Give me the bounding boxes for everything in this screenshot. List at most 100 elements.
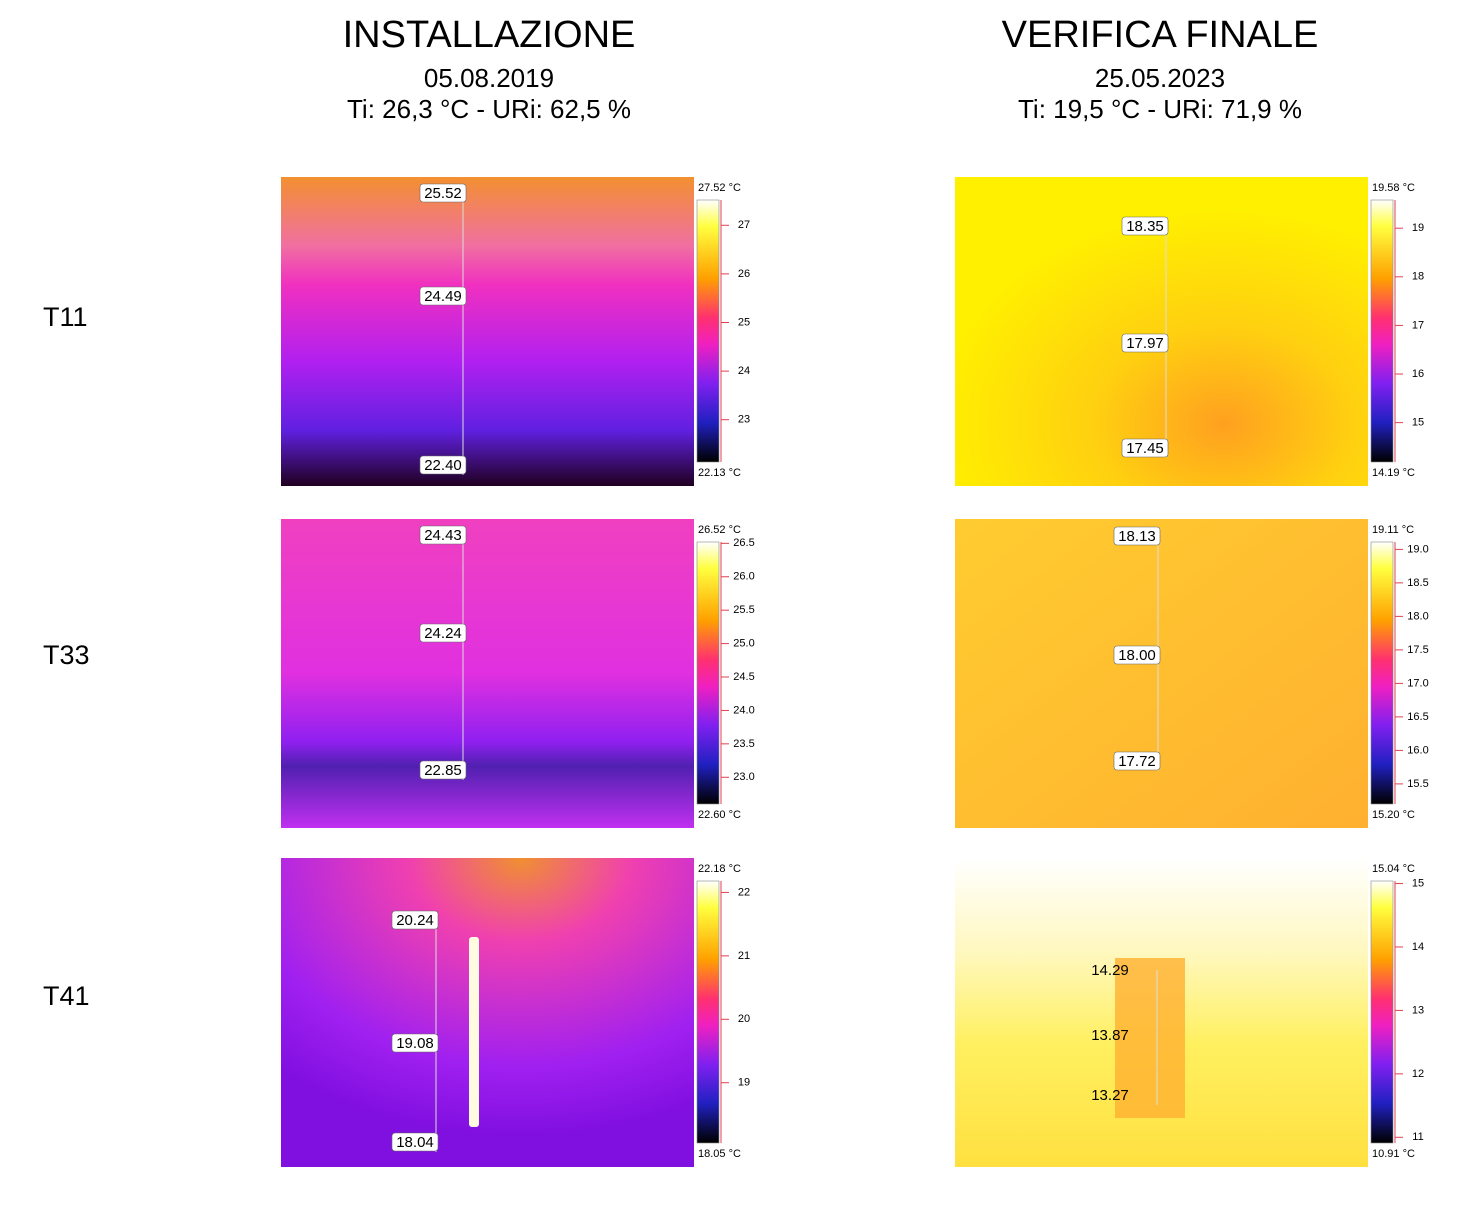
point-label-box <box>1121 333 1169 353</box>
scale-tick-label: 18.5 <box>1407 577 1428 589</box>
scale-tick-label: 25.5 <box>733 604 754 616</box>
colorbar <box>696 541 720 805</box>
point-label: 19.08 <box>396 1035 434 1052</box>
point-label: 18.35 <box>1126 218 1164 235</box>
point-label-box <box>1121 216 1169 236</box>
scale-max: 15.04 °C <box>1372 863 1415 875</box>
point-label-box <box>391 910 439 930</box>
thermal-image <box>281 519 694 828</box>
scale-tick-label: 15 <box>1412 417 1424 429</box>
thermal-panel: 25.52 24.49 22.40 27.52 °C 22.13 °C 27 26 25 24 2… <box>281 177 750 486</box>
scale-tick-label: 11 <box>1412 1131 1423 1143</box>
thermal-panel: 20.24 19.08 18.04 22.18 °C 18.05 °C 22 21 20 19 <box>281 858 750 1167</box>
corridor <box>1115 958 1185 1118</box>
scale-min: 22.60 °C <box>698 809 741 821</box>
scale-tick-label: 19 <box>738 1077 750 1089</box>
scale-tick-label: 21 <box>738 950 750 962</box>
thermal-image <box>281 858 694 1167</box>
scale-min: 22.13 °C <box>698 467 741 479</box>
point-label-box <box>391 1033 439 1053</box>
scale-tick-label: 18.0 <box>1407 610 1428 622</box>
scale-min: 18.05 °C <box>698 1148 741 1160</box>
column-date: 05.08.2019 <box>424 63 554 93</box>
point-label: 17.45 <box>1126 440 1164 457</box>
scale-min: 14.19 °C <box>1372 467 1415 479</box>
scale-min: 10.91 °C <box>1372 1148 1415 1160</box>
point-label-box <box>391 1132 439 1152</box>
point-label: 14.29 <box>1091 962 1129 979</box>
scale-tick-label: 12 <box>1412 1068 1424 1080</box>
column-date: 25.05.2023 <box>1095 63 1225 93</box>
scale-tick-label: 25 <box>738 316 750 328</box>
point-label: 18.04 <box>396 1134 434 1151</box>
point-label-box <box>419 525 467 545</box>
scale-min: 15.20 °C <box>1372 809 1415 821</box>
scale-tick-label: 24 <box>738 365 750 377</box>
point-label-box <box>1121 438 1169 458</box>
point-label: 13.87 <box>1091 1027 1129 1044</box>
scale-tick-label: 27 <box>738 219 750 231</box>
point-label: 22.40 <box>424 457 462 474</box>
colorbar <box>1370 541 1394 805</box>
scale-tick-label: 20 <box>738 1013 750 1025</box>
point-label: 18.00 <box>1118 647 1156 664</box>
colorbar <box>1370 880 1394 1144</box>
scale-tick-label: 19.0 <box>1407 543 1428 555</box>
scale-tick-label: 14 <box>1412 941 1424 953</box>
row-label: T33 <box>43 640 90 670</box>
scale-tick-label: 16.5 <box>1407 711 1428 723</box>
scale-tick-label: 23.0 <box>733 771 754 783</box>
scale-tick-label: 16.0 <box>1407 744 1428 756</box>
scale-tick-label: 24.0 <box>733 704 754 716</box>
thermal-panel: 24.43 24.24 22.85 26.52 °C 22.60 °C 26.5 26.0 2… <box>281 519 755 828</box>
point-label: 17.97 <box>1126 335 1164 352</box>
thermal-panel: 18.13 18.00 17.72 19.11 °C 15.20 °C 19.0 18.5 1… <box>955 519 1429 828</box>
scale-tick-label: 16 <box>1412 368 1424 380</box>
scale-tick-label: 15.5 <box>1407 778 1428 790</box>
scale-max: 27.52 °C <box>698 182 741 194</box>
heat-pipe <box>469 937 479 1127</box>
scale-tick-label: 13 <box>1412 1004 1424 1016</box>
scale-max: 19.58 °C <box>1372 182 1415 194</box>
scale-tick-label: 17.0 <box>1407 677 1428 689</box>
point-label: 20.24 <box>396 912 434 929</box>
scale-tick-label: 26.0 <box>733 571 754 583</box>
thermal-panel: 18.35 17.97 17.45 19.58 °C 14.19 °C 19 18 17 16 1… <box>955 177 1424 486</box>
scale-max: 22.18 °C <box>698 863 741 875</box>
column-title: VERIFICA FINALE <box>1002 14 1319 56</box>
scale-tick-label: 23 <box>738 414 750 426</box>
scale-tick-label: 26 <box>738 268 750 280</box>
scale-tick-label: 15 <box>1412 877 1424 889</box>
scale-tick-label: 23.5 <box>733 738 754 750</box>
point-label-box <box>419 623 467 643</box>
scale-tick-label: 26.5 <box>733 537 754 549</box>
scale-tick-label: 22 <box>738 886 750 898</box>
scale-tick-label: 17.5 <box>1407 644 1428 656</box>
thermal-panel: 14.29 13.87 13.27 15.04 °C 10.91 °C 15 14 13 12 1… <box>955 858 1424 1167</box>
scale-max: 19.11 °C <box>1372 524 1414 536</box>
scale-tick-label: 19 <box>1412 222 1424 234</box>
point-label: 24.49 <box>424 288 462 305</box>
column-conditions: Ti: 19,5 °C - URi: 71,9 % <box>1018 94 1302 124</box>
row-label: T11 <box>43 302 88 332</box>
point-label: 24.43 <box>424 527 462 544</box>
scale-tick-label: 18 <box>1412 271 1424 283</box>
point-label: 18.13 <box>1118 528 1156 545</box>
point-label: 13.27 <box>1091 1087 1129 1104</box>
colorbar <box>696 880 720 1144</box>
point-label-box <box>419 760 467 780</box>
point-label: 24.24 <box>424 625 462 642</box>
point-label-box <box>1113 645 1161 665</box>
scale-max: 26.52 °C <box>698 524 741 536</box>
point-label-box <box>419 183 467 203</box>
point-label: 25.52 <box>424 185 462 202</box>
point-label-box <box>419 286 467 306</box>
point-label-box <box>419 455 467 475</box>
thermal-image <box>955 519 1368 828</box>
scale-tick-label: 25.0 <box>733 637 754 649</box>
scale-tick-label: 24.5 <box>733 671 754 683</box>
colorbar <box>1370 199 1394 463</box>
colorbar <box>696 199 720 463</box>
